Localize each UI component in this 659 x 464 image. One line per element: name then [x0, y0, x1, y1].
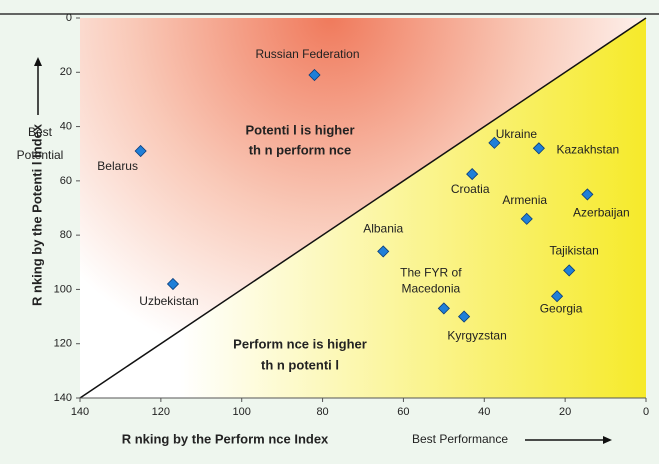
point: [166, 277, 180, 291]
point: [550, 290, 564, 303]
point-label: Ukraine: [496, 127, 538, 141]
y-tick-label: 100: [54, 283, 72, 295]
point-label: Kazakhstan: [557, 142, 620, 156]
x-note: Best Performance: [412, 432, 508, 446]
point: [488, 136, 501, 149]
annotation: th n potenti l: [261, 357, 339, 372]
y-tick-label: 120: [54, 338, 72, 350]
y-tick-label: 60: [60, 175, 72, 187]
x-tick-label: 100: [233, 406, 251, 418]
x-tick-label: 120: [152, 406, 170, 418]
x-axis-label: R nking by the Perform nce Index: [122, 431, 329, 446]
point: [458, 310, 471, 323]
point: [466, 168, 479, 181]
point: [520, 212, 533, 225]
point-label: Armenia: [502, 193, 547, 207]
point-label: Georgia: [540, 301, 583, 315]
annotation: th n perform nce: [249, 142, 352, 157]
annotation: Perform nce is higher: [233, 336, 367, 351]
x-arrowhead: [603, 436, 612, 444]
point-label: Tajikistan: [550, 244, 599, 258]
x-tick-label: 0: [643, 406, 649, 418]
point: [532, 142, 545, 155]
y-arrowhead: [34, 57, 42, 66]
point-label: Albania: [363, 222, 403, 236]
point-label: Uzbekistan: [139, 294, 198, 308]
x-tick-label: 80: [316, 406, 328, 418]
point: [377, 245, 390, 258]
point-label: Kyrgyzstan: [447, 329, 506, 343]
point-label: Russian Federation: [255, 47, 359, 61]
y-note: Best: [28, 125, 53, 139]
x-tick-label: 60: [397, 406, 409, 418]
y-axis-label: R nking by the Potenti l Index: [29, 123, 44, 306]
annotation: Potenti l is higher: [245, 122, 354, 137]
point-label: Belarus: [97, 159, 138, 173]
x-tick-label: 40: [478, 406, 490, 418]
point: [308, 68, 321, 82]
diagonal: [79, 17, 647, 399]
point: [437, 302, 450, 315]
y-tick-label: 40: [60, 120, 72, 132]
point: [581, 188, 594, 201]
y-tick-label: 20: [60, 66, 72, 78]
point-label: The FYR of: [400, 266, 462, 280]
point: [134, 144, 147, 158]
point-label: Azerbaijan: [573, 206, 630, 220]
y-tick-label: 140: [54, 392, 72, 404]
y-note: Potential: [17, 148, 64, 162]
y-tick-label: 0: [66, 12, 72, 24]
x-tick-label: 140: [71, 406, 89, 418]
y-tick-label: 80: [60, 229, 72, 241]
point: [563, 264, 576, 277]
point-label: Macedonia: [401, 282, 460, 296]
point-label: Croatia: [451, 182, 490, 196]
x-tick-label: 20: [559, 406, 571, 418]
